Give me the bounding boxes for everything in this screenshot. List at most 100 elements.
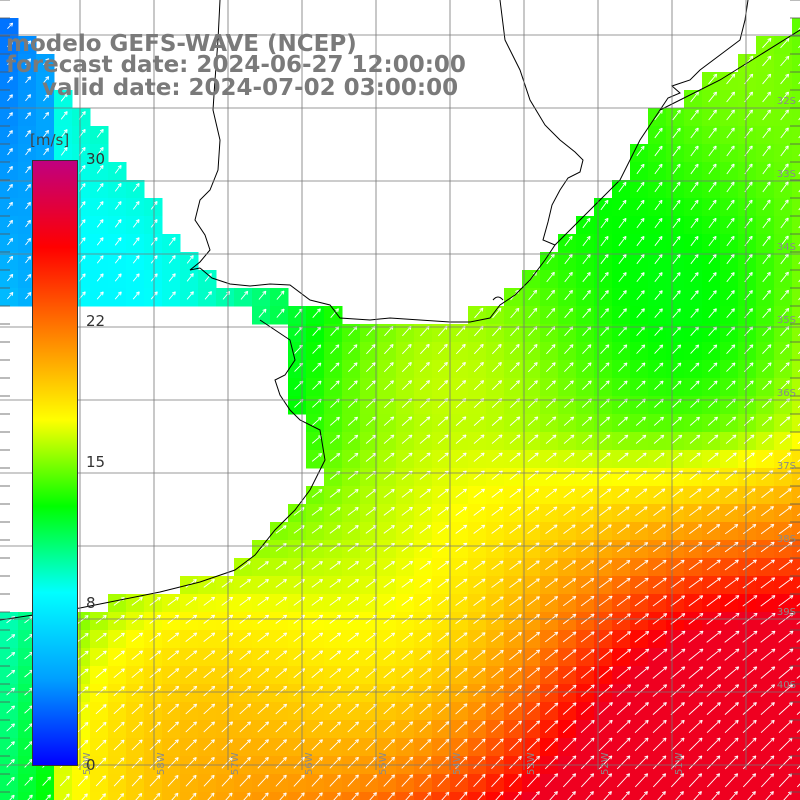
wind-arrowhead <box>626 613 631 615</box>
wind-cell <box>792 162 800 181</box>
wind-arrowhead <box>192 273 194 278</box>
wind-arrowhead <box>444 452 449 455</box>
wind-arrowhead <box>357 774 359 779</box>
wind-arrowhead <box>697 272 699 277</box>
wind-arrowhead <box>538 738 541 743</box>
wind-arrow <box>311 774 323 787</box>
wind-arrowhead <box>550 253 555 257</box>
wind-arrow <box>527 506 540 516</box>
wind-arrowhead <box>336 756 341 759</box>
wind-arrow <box>688 559 703 571</box>
wind-arrow <box>491 362 502 373</box>
wind-arrow <box>25 292 32 300</box>
wind-arrow <box>347 416 358 426</box>
wind-arrowhead <box>428 561 432 565</box>
wind-arrow <box>275 686 287 697</box>
wind-arrowhead <box>624 434 628 437</box>
wind-arrowhead <box>481 632 486 634</box>
wind-arrow <box>96 237 104 246</box>
wind-arrow <box>563 434 575 444</box>
wind-arrow <box>257 579 269 588</box>
wind-arrow <box>329 632 341 642</box>
wind-arrowhead <box>338 453 341 457</box>
wind-arrowhead <box>501 721 504 725</box>
wind-arrow <box>113 757 125 769</box>
wind-arrow <box>780 181 789 193</box>
wind-arrow <box>9 794 15 800</box>
wind-arrowhead <box>429 721 432 726</box>
wind-arrowhead <box>731 380 736 383</box>
wind-arrowhead <box>681 684 685 686</box>
wind-arrow <box>167 757 179 769</box>
wind-arrowhead <box>465 721 468 725</box>
wind-arrow <box>708 272 717 283</box>
wind-arrowhead <box>784 217 789 220</box>
wind-arrow <box>780 199 789 211</box>
wind-arrowhead <box>662 435 665 439</box>
wind-arrow <box>348 362 358 372</box>
wind-arrowhead <box>337 435 341 439</box>
wind-arrowhead <box>642 434 646 437</box>
wind-arrow <box>636 326 645 336</box>
wind-arrowhead <box>320 632 324 637</box>
wind-arrowhead <box>481 720 486 723</box>
wind-arrow <box>796 603 800 607</box>
wind-arrowhead <box>695 344 699 347</box>
wind-arrowhead <box>662 737 667 740</box>
wind-arrowhead <box>498 470 503 473</box>
wind-arrowhead <box>247 632 251 634</box>
wind-arrowhead <box>717 524 721 528</box>
wind-arrowhead <box>789 630 794 633</box>
wind-arrow <box>329 489 341 498</box>
wind-arrow <box>618 254 627 265</box>
wind-arrowhead <box>194 757 197 761</box>
wind-arrowhead <box>767 109 771 112</box>
wind-arrowhead <box>590 737 595 740</box>
wind-arrowhead <box>574 720 577 724</box>
wind-arrowhead <box>644 719 649 722</box>
wind-arrow <box>762 199 771 211</box>
wind-arrowhead <box>569 344 574 347</box>
wind-arrowhead <box>571 344 574 349</box>
wind-arrow <box>670 737 685 752</box>
wind-arrowhead <box>156 255 158 260</box>
wind-arrow <box>760 648 776 661</box>
wind-arrowhead <box>462 398 466 400</box>
wind-arrow <box>437 721 450 733</box>
wind-arrowhead <box>519 667 522 672</box>
wind-arrow <box>43 94 49 102</box>
wind-arrow <box>491 416 503 426</box>
wind-arrowhead <box>573 506 576 511</box>
wind-arrowhead <box>604 290 609 293</box>
wind-arrowhead <box>11 112 13 117</box>
wind-arrowhead <box>676 127 681 130</box>
wind-arrow <box>780 362 790 373</box>
wind-arrow <box>600 254 609 265</box>
wind-arrowhead <box>11 76 13 81</box>
wind-arrowhead <box>248 579 251 583</box>
wind-arrow <box>491 703 504 715</box>
wind-arrowhead <box>176 597 179 601</box>
wind-arrowhead <box>570 470 575 473</box>
wind-arrowhead <box>283 685 287 688</box>
wind-arrow <box>25 184 31 192</box>
wind-arrow <box>419 650 432 661</box>
wind-arrowhead <box>788 452 791 457</box>
wind-arrowhead <box>644 755 648 758</box>
wind-arrowhead <box>680 452 683 457</box>
wind-arrowhead <box>787 74 790 78</box>
wind-arrowhead <box>392 668 396 673</box>
wind-arrow <box>617 470 629 480</box>
wind-arrow <box>347 561 359 570</box>
wind-arrow <box>761 416 773 426</box>
wind-arrowhead <box>735 488 738 493</box>
wind-arrowhead <box>336 489 341 491</box>
wind-arrowhead <box>519 703 522 707</box>
wind-arrowhead <box>321 774 323 779</box>
wind-arrowhead <box>731 308 735 311</box>
wind-arrowhead <box>29 58 32 63</box>
wind-arrow <box>347 398 358 408</box>
wind-arrowhead <box>680 435 683 439</box>
wind-arrow <box>510 344 520 355</box>
wind-arrow <box>546 272 555 283</box>
